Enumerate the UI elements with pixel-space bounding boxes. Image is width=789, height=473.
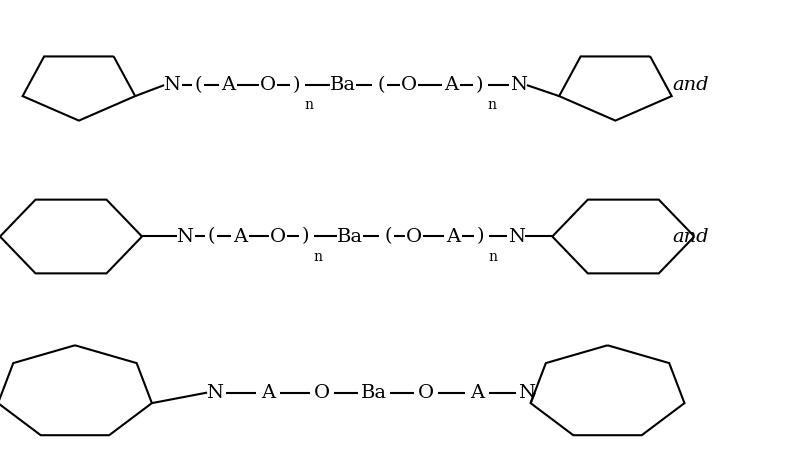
Text: N: N: [508, 228, 525, 245]
Text: and: and: [672, 228, 709, 245]
Text: N: N: [518, 384, 536, 402]
Text: O: O: [418, 384, 434, 402]
Text: Ba: Ba: [337, 228, 363, 245]
Text: N: N: [177, 228, 193, 245]
Text: n: n: [487, 98, 496, 113]
Text: ): ): [477, 228, 484, 245]
Text: Ba: Ba: [330, 76, 356, 94]
Text: n: n: [304, 98, 313, 113]
Text: O: O: [314, 384, 330, 402]
Text: A: A: [261, 384, 275, 402]
Text: N: N: [163, 76, 181, 94]
Text: n: n: [488, 250, 497, 264]
Text: (: (: [384, 228, 392, 245]
Text: A: A: [221, 76, 235, 94]
Text: O: O: [401, 76, 417, 94]
Text: ): ): [301, 228, 308, 245]
Text: (: (: [194, 76, 202, 94]
Text: N: N: [510, 76, 528, 94]
Text: N: N: [207, 384, 223, 402]
Text: A: A: [233, 228, 247, 245]
Text: O: O: [270, 228, 286, 245]
Text: O: O: [260, 76, 276, 94]
Text: (: (: [377, 76, 385, 94]
Text: Ba: Ba: [361, 384, 387, 402]
Text: ): ): [292, 76, 300, 94]
Text: A: A: [470, 384, 484, 402]
Text: (: (: [208, 228, 215, 245]
Text: A: A: [446, 228, 460, 245]
Text: and: and: [672, 76, 709, 94]
Text: n: n: [313, 250, 322, 264]
Text: O: O: [406, 228, 422, 245]
Text: ): ): [475, 76, 483, 94]
Text: A: A: [444, 76, 458, 94]
